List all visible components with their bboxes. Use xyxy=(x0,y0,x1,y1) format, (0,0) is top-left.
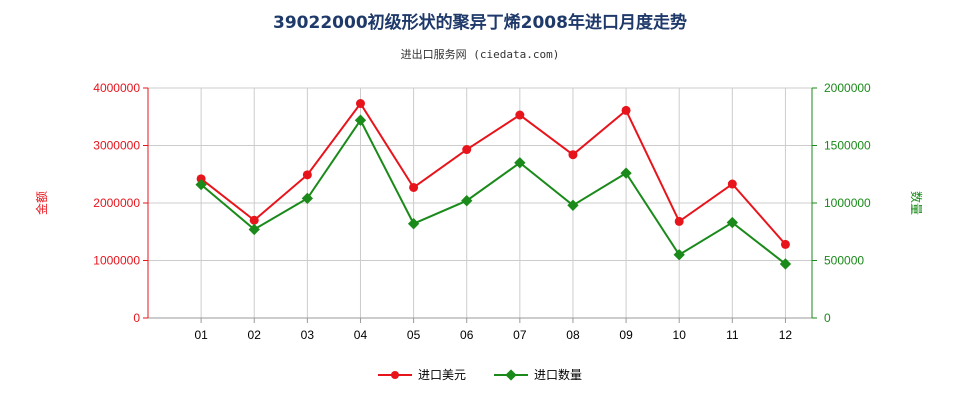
y-left-tick-label: 1000000 xyxy=(93,254,140,268)
data-point-qty xyxy=(779,258,792,270)
data-point-qty xyxy=(726,216,738,229)
y-right-axis-title: 数量 xyxy=(909,191,924,215)
legend-swatch-usd xyxy=(377,370,412,379)
x-tick-label: 01 xyxy=(194,328,208,342)
legend-item-usd: 进口美元 xyxy=(377,366,466,383)
data-point-usd xyxy=(302,170,312,180)
y-left-tick-label: 4000000 xyxy=(93,81,140,95)
y-left-tick-label: 3000000 xyxy=(93,139,140,153)
data-point-usd xyxy=(355,99,365,109)
x-tick-label: 04 xyxy=(354,328,368,342)
data-point-usd xyxy=(621,105,631,115)
legend: 进口美元 进口数量 xyxy=(0,366,960,383)
y-left-axis-title: 金额 xyxy=(34,191,49,215)
data-point-qty xyxy=(301,192,314,205)
data-point-usd xyxy=(196,174,206,184)
y-right-tick-label: 2000000 xyxy=(824,81,871,95)
y-right-tick-label: 1500000 xyxy=(824,139,871,153)
data-point-qty xyxy=(461,195,473,207)
data-point-usd xyxy=(249,215,259,225)
series-line-usd xyxy=(200,101,787,246)
series-line-qty xyxy=(200,118,787,265)
data-point-qty xyxy=(620,167,632,179)
x-tick-label: 07 xyxy=(513,328,527,342)
x-tick-label: 06 xyxy=(460,328,474,342)
data-point-qty xyxy=(673,249,685,261)
y-right-tick-label: 1000000 xyxy=(824,196,871,210)
y-right-tick-label: 0 xyxy=(824,311,831,325)
x-tick-label: 12 xyxy=(779,328,793,342)
data-point-usd xyxy=(674,216,684,226)
data-point-qty xyxy=(407,218,420,230)
y-left-tick-label: 2000000 xyxy=(93,196,140,210)
data-point-qty xyxy=(248,223,260,236)
data-point-usd xyxy=(780,239,790,249)
data-point-usd xyxy=(727,179,737,189)
x-tick-label: 11 xyxy=(726,328,739,342)
x-tick-label: 05 xyxy=(407,328,421,342)
x-tick-label: 03 xyxy=(301,328,315,342)
data-point-usd xyxy=(409,182,419,192)
legend-swatch-qty xyxy=(494,368,528,381)
x-tick-label: 08 xyxy=(566,328,580,342)
legend-item-qty: 进口数量 xyxy=(494,366,582,383)
x-tick-label: 02 xyxy=(248,328,262,342)
data-point-usd xyxy=(568,150,578,160)
data-point-qty xyxy=(567,199,579,211)
x-tick-label: 10 xyxy=(673,328,687,342)
legend-label-usd: 进口美元 xyxy=(417,368,466,382)
data-point-qty xyxy=(195,178,207,191)
data-point-qty xyxy=(354,114,367,126)
y-left-tick-label: 0 xyxy=(133,311,140,325)
x-tick-label: 09 xyxy=(619,328,633,342)
chart-subtitle: 进出口服务网 (ciedata.com) xyxy=(400,48,560,61)
data-point-usd xyxy=(462,145,472,155)
y-right-tick-label: 500000 xyxy=(824,254,864,268)
data-point-qty xyxy=(514,157,526,169)
legend-label-qty: 进口数量 xyxy=(534,368,583,382)
chart-title: 39022000初级形状的聚异丁烯2008年进口月度走势 xyxy=(273,13,687,33)
data-point-usd xyxy=(515,110,525,120)
